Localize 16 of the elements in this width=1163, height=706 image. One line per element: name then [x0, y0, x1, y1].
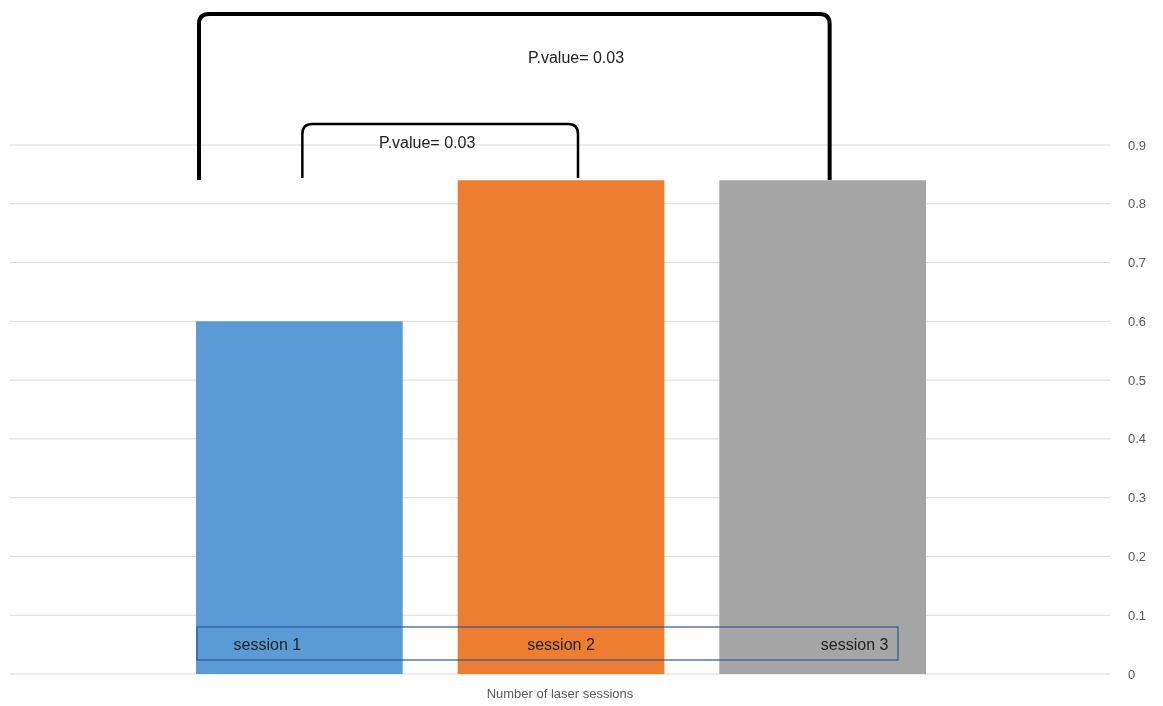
y-tick-label: 0.2: [1128, 548, 1147, 564]
annotation: P.value= 0.03: [379, 134, 476, 151]
y-tick-label: 0: [1128, 666, 1136, 682]
x-tick-label: session 2: [527, 636, 595, 653]
y-tick-label: 0.5: [1128, 372, 1147, 388]
y-tick-label: 0.1: [1128, 607, 1147, 623]
text: P.value= 0.03: [527, 49, 625, 66]
y-tick-label: 0.9: [1128, 137, 1147, 153]
y-tick-label: 0.6: [1128, 313, 1147, 329]
y-tick-label: 0.8: [1128, 196, 1147, 212]
x-tick-label: session 1: [233, 636, 302, 653]
y-tick-label: 0.7: [1128, 255, 1147, 271]
x-tick-label: session 3: [820, 636, 889, 653]
x-axis-title: Number of laser sessions: [486, 686, 634, 701]
y-tick-label: 0.3: [1128, 490, 1147, 506]
y-tick-label: 0.4: [1128, 431, 1147, 447]
